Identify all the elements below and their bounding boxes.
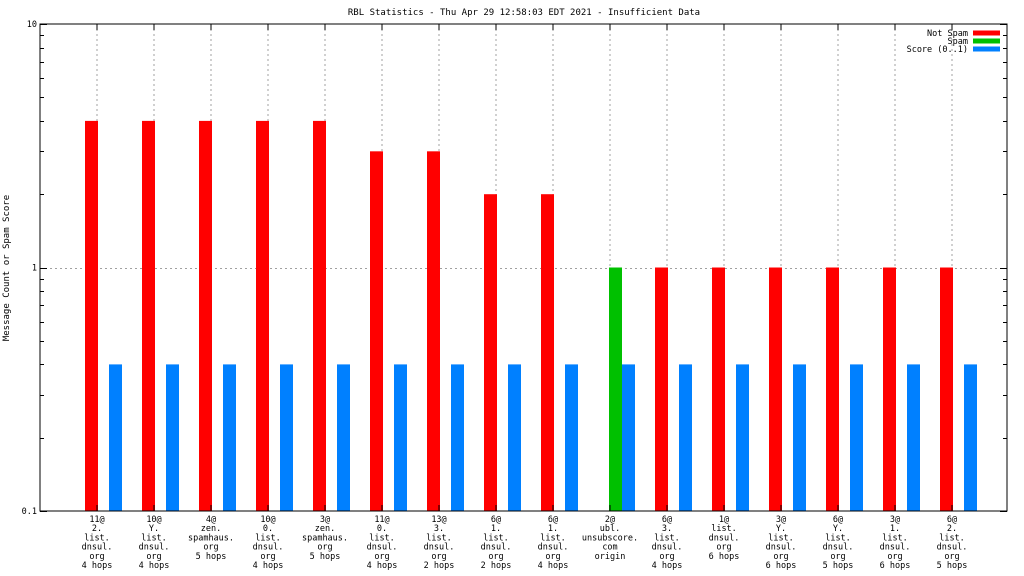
x-tick-label: 10@ Y. list. dnsul. org 4 hops bbox=[139, 515, 170, 571]
not-spam-bar bbox=[826, 267, 839, 511]
score-bar bbox=[850, 364, 863, 511]
x-tick-label: 6@ Y. list. dnsul. org 5 hops bbox=[823, 515, 854, 571]
not-spam-bar bbox=[142, 120, 155, 512]
not-spam-bar bbox=[769, 267, 782, 511]
x-tick-label: 4@ zen. spamhaus. org 5 hops bbox=[188, 515, 234, 562]
not-spam-bar bbox=[883, 267, 896, 511]
y-axis-label: Message Count or Spam Score bbox=[2, 195, 12, 341]
axis-ticks: 10 1 0.1 bbox=[22, 20, 1007, 517]
score-bar bbox=[451, 364, 464, 511]
not-spam-bar bbox=[199, 120, 212, 512]
x-tick-label: 3@ Y. list. dnsul. org 6 hops bbox=[766, 515, 797, 571]
not-spam-bar bbox=[484, 194, 497, 511]
plot-border bbox=[39, 23, 1008, 512]
y-tick-label: 10 bbox=[27, 20, 37, 30]
not-spam-bar bbox=[541, 194, 554, 511]
chart-title: RBL Statistics - Thu Apr 29 12:58:03 EDT… bbox=[348, 8, 700, 18]
legend-label: Score (0..1) bbox=[907, 45, 968, 55]
x-tick-label: 6@ 2. list. dnsul. org 5 hops bbox=[937, 515, 968, 571]
legend-swatch bbox=[973, 38, 1000, 44]
x-tick-label: 13@ 3. list. dnsul. org 2 hops bbox=[424, 515, 455, 571]
not-spam-bar bbox=[85, 120, 98, 512]
spam-bar bbox=[609, 267, 622, 511]
legend-swatch bbox=[973, 46, 1000, 52]
score-bar bbox=[337, 364, 350, 511]
not-spam-bar bbox=[370, 151, 383, 511]
score-bar bbox=[622, 364, 635, 511]
not-spam-bar bbox=[313, 120, 326, 512]
x-tick-label: 1@ list. dnsul. org 6 hops bbox=[709, 515, 740, 562]
score-bar bbox=[793, 364, 806, 511]
score-bar bbox=[166, 364, 179, 511]
bars bbox=[85, 120, 977, 512]
not-spam-bar bbox=[256, 120, 269, 512]
x-tick-label: 3@ 1. list. dnsul. org 6 hops bbox=[880, 515, 911, 571]
score-bar bbox=[280, 364, 293, 511]
x-tick-label: 11@ 2. list. dnsul. org 4 hops bbox=[82, 515, 113, 571]
x-tick-label: 3@ zen. spamhaus. org 5 hops bbox=[302, 515, 348, 562]
not-spam-bar bbox=[940, 267, 953, 511]
legend-label: Not Spam bbox=[927, 29, 968, 39]
score-bar bbox=[508, 364, 521, 511]
y-tick-label: 1 bbox=[32, 264, 37, 274]
x-tick-label: 6@ 1. list. dnsul. org 2 hops bbox=[481, 515, 512, 571]
legend-label: Spam bbox=[948, 37, 968, 47]
x-tick-labels: 11@ 2. list. dnsul. org 4 hops 10@ Y. list. dnsul… bbox=[82, 515, 968, 571]
score-bar bbox=[109, 364, 122, 511]
score-bar bbox=[964, 364, 977, 511]
legend-swatch bbox=[973, 30, 1000, 36]
not-spam-bar bbox=[427, 151, 440, 511]
x-tick-label: 6@ 3. list. dnsul. org 4 hops bbox=[652, 515, 683, 571]
x-tick-label: 10@ 0. list. dnsul. org 4 hops bbox=[253, 515, 284, 571]
score-bar bbox=[394, 364, 407, 511]
not-spam-bar bbox=[655, 267, 668, 511]
y-tick-label: 0.1 bbox=[22, 507, 37, 517]
not-spam-bar bbox=[712, 267, 725, 511]
x-tick-label: 2@ ubl. unsubscore. com origin bbox=[582, 515, 638, 562]
score-bar bbox=[223, 364, 236, 511]
score-bar bbox=[907, 364, 920, 511]
x-tick-label: 6@ 1. list. dnsul. org 4 hops bbox=[538, 515, 569, 571]
score-bar bbox=[565, 364, 578, 511]
score-bar bbox=[679, 364, 692, 511]
x-tick-label: 11@ 0. list. dnsul. org 4 hops bbox=[367, 515, 398, 571]
score-bar bbox=[736, 364, 749, 511]
